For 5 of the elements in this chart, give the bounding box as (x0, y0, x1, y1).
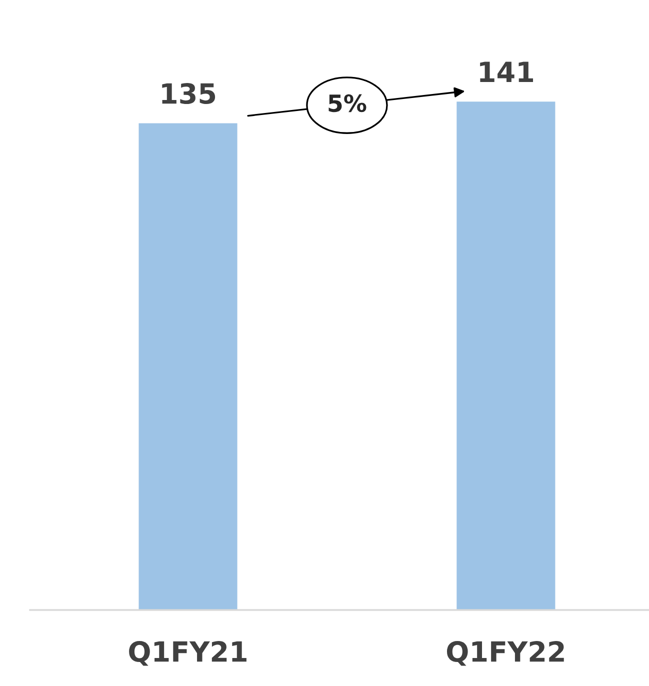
x-tick-label: Q1FY22 (446, 641, 564, 666)
annotation: 5% (328, 94, 366, 112)
x-tick-label: Q1FY21 (129, 641, 246, 666)
data-label: 135 (162, 83, 216, 104)
data-label: 141 (480, 62, 534, 82)
